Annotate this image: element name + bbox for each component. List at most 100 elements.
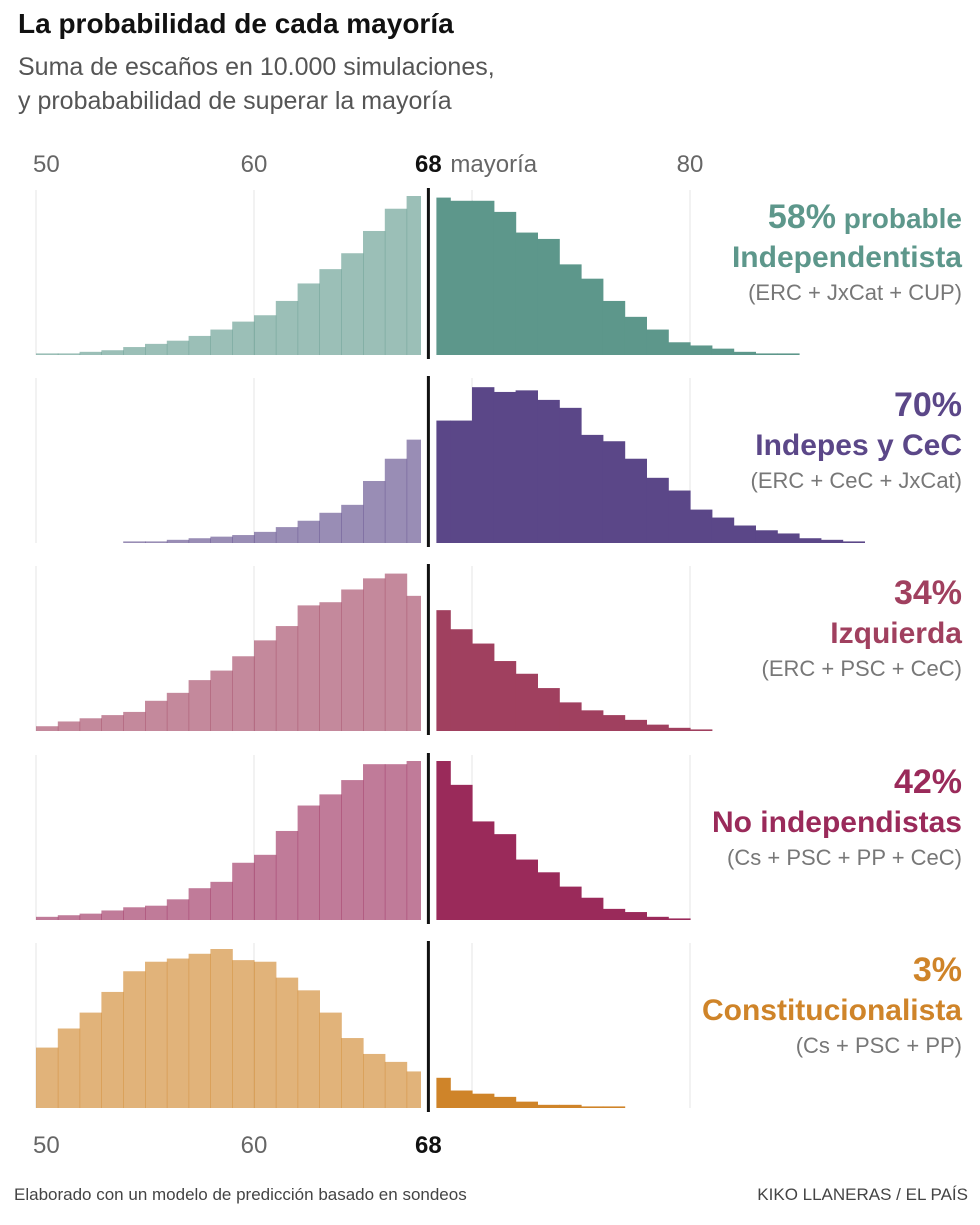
bar-no_independentistas-50 — [36, 916, 59, 920]
bar-constitucionalista-53 — [101, 991, 124, 1108]
bar-izquierda-74 — [559, 702, 582, 731]
histogram-chart: 50 60 68 mayoría 80 58% probable Independentis… — [33, 151, 963, 1159]
bar-constitucionalista-68 — [436, 1077, 451, 1108]
majority-label: mayoría — [450, 151, 537, 178]
bar-constitucionalista-57 — [188, 953, 211, 1108]
bar-izquierda-76 — [602, 715, 626, 731]
bar-no_independentistas-59 — [232, 862, 255, 920]
bar-indepes_cec-69 — [450, 420, 473, 543]
bar-constitucionalista-52 — [79, 1012, 102, 1108]
bar-independentista-66 — [384, 208, 408, 355]
bar-constitucionalista-62 — [297, 990, 320, 1108]
credit: KIKO LLANERAS / EL PAÍS — [757, 1185, 968, 1204]
bar-constitucionalista-60 — [254, 961, 277, 1108]
bar-independentista-73 — [537, 238, 560, 355]
bar-no_independentistas-67 — [406, 761, 421, 920]
name-label-no_independentistas: No independistas — [712, 806, 962, 839]
bar-no_independentistas-62 — [297, 805, 320, 920]
bar-indepes_cec-87 — [842, 541, 865, 543]
subtitle-line-2: y probababilidad de superar la mayoría — [18, 87, 452, 115]
bar-constitucionalista-64 — [341, 1038, 364, 1108]
bar-izquierda-75 — [581, 710, 604, 731]
bar-izquierda-66 — [384, 573, 408, 731]
bar-independentista-51 — [57, 353, 81, 355]
bar-izquierda-68 — [436, 610, 451, 731]
bar-no_independentistas-65 — [363, 764, 386, 920]
bar-independentista-82 — [733, 351, 756, 355]
bar-independentista-67 — [406, 196, 421, 355]
bar-izquierda-80 — [690, 729, 713, 731]
bar-no_independentistas-76 — [602, 908, 626, 920]
bar-constitucionalista-71 — [493, 1096, 517, 1108]
bar-indepes_cec-75 — [581, 434, 604, 543]
bar-independentista-71 — [493, 211, 517, 355]
bar-independentista-78 — [646, 329, 669, 355]
bar-independentista-55 — [145, 343, 168, 355]
bar-indepes_cec-79 — [668, 490, 691, 543]
bar-indepes_cec-59 — [232, 535, 255, 543]
bar-independentista-70 — [472, 200, 495, 355]
bar-indepes_cec-64 — [341, 504, 364, 543]
parties-label-indepes_cec: (ERC + CeC + JxCat) — [751, 468, 963, 493]
bar-independentista-53 — [101, 350, 124, 355]
bar-indepes_cec-73 — [537, 399, 560, 543]
bar-indepes_cec-77 — [624, 458, 647, 543]
chart-title: La probabilidad de cada mayoría — [18, 8, 454, 39]
bar-izquierda-60 — [254, 640, 277, 731]
bar-independentista-83 — [755, 353, 778, 355]
bar-constitucionalista-61 — [275, 977, 299, 1108]
bar-izquierda-55 — [145, 700, 168, 731]
bar-indepes_cec-58 — [210, 536, 233, 543]
top-tick-80: 80 — [677, 151, 704, 178]
bar-constitucionalista-51 — [57, 1028, 81, 1108]
bar-izquierda-51 — [57, 721, 81, 731]
bar-constitucionalista-74 — [559, 1104, 582, 1108]
bar-izquierda-54 — [123, 711, 146, 731]
pct-suffix-independentista: probable — [836, 203, 962, 234]
bar-izquierda-77 — [624, 719, 647, 731]
top-tick-68: 68 — [415, 151, 442, 178]
bar-constitucionalista-69 — [450, 1090, 473, 1108]
bar-no_independentistas-74 — [559, 886, 582, 920]
bar-no_independentistas-61 — [275, 830, 299, 920]
bar-indepes_cec-84 — [777, 533, 800, 543]
bar-indepes_cec-55 — [145, 541, 168, 543]
bar-no_independentistas-56 — [166, 899, 190, 920]
subtitle-line-1: Suma de escaños en 10.000 simulaciones, — [18, 53, 495, 81]
bottom-tick-68: 68 — [415, 1132, 442, 1159]
name-label-constitucionalista: Constitucionalista — [702, 994, 962, 1027]
bar-no_independentistas-70 — [472, 821, 495, 920]
bar-izquierda-65 — [363, 578, 386, 731]
bar-indepes_cec-62 — [297, 520, 320, 543]
bar-indepes_cec-68 — [436, 420, 451, 543]
bar-indepes_cec-70 — [472, 387, 495, 543]
bar-izquierda-58 — [210, 670, 233, 731]
parties-label-constitucionalista: (Cs + PSC + PP) — [796, 1033, 962, 1058]
bar-constitucionalista-58 — [210, 949, 233, 1108]
bar-izquierda-56 — [166, 692, 190, 731]
bar-indepes_cec-67 — [406, 439, 421, 543]
bar-no_independentistas-79 — [668, 918, 691, 920]
bar-independentista-65 — [363, 230, 386, 355]
bar-izquierda-70 — [472, 643, 495, 731]
parties-label-independentista: (ERC + JxCat + CUP) — [748, 280, 962, 305]
bar-no_independentistas-72 — [515, 859, 538, 920]
bar-independentista-54 — [123, 347, 146, 355]
bar-independentista-63 — [319, 269, 342, 355]
bar-no_independentistas-77 — [624, 912, 647, 920]
bar-indepes_cec-81 — [711, 517, 735, 543]
chart-subtitle: Suma de escaños en 10.000 simulaciones, … — [18, 50, 495, 118]
bar-constitucionalista-59 — [232, 960, 255, 1108]
bar-indepes_cec-63 — [319, 512, 342, 543]
bar-indepes_cec-66 — [384, 458, 408, 543]
bar-independentista-75 — [581, 278, 604, 355]
bar-indepes_cec-60 — [254, 531, 277, 543]
bar-independentista-60 — [254, 315, 277, 355]
bar-indepes_cec-54 — [123, 541, 146, 543]
bar-no_independentistas-55 — [145, 905, 168, 920]
bar-izquierda-59 — [232, 656, 255, 731]
bar-independentista-81 — [711, 348, 735, 355]
bar-no_independentistas-71 — [493, 834, 517, 920]
name-label-izquierda: Izquierda — [830, 617, 962, 650]
bar-constitucionalista-72 — [515, 1101, 538, 1108]
